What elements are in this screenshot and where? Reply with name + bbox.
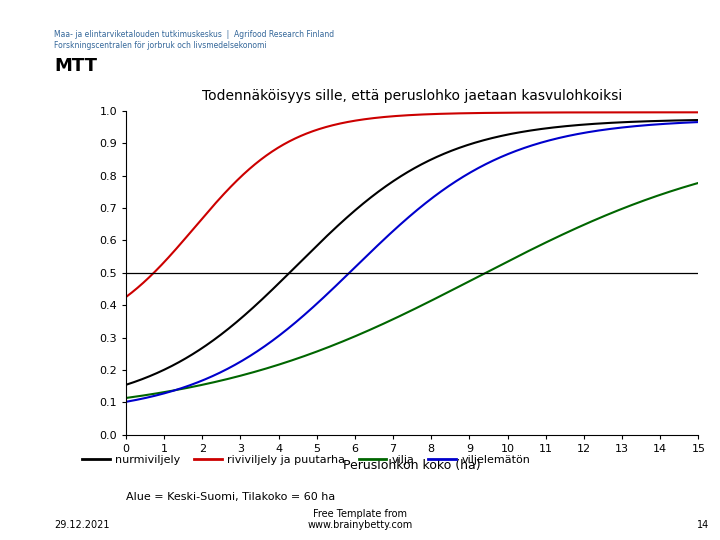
viljelemätön <box>515 146 523 153</box>
viljelemätön <box>568 132 577 138</box>
Text: Free Template from
www.brainybetty.com: Free Template from www.brainybetty.com <box>307 509 413 530</box>
Line: nurmiviljely: nurmiviljely <box>126 120 698 385</box>
Text: www.mtt.fi: www.mtt.fi <box>15 279 24 348</box>
riviviljely ja puutarha <box>515 110 523 116</box>
Legend: nurmiviljely, riviviljely ja puutarha, vilja, viljelemätön: nurmiviljely, riviviljely ja puutarha, v… <box>78 451 535 470</box>
nurmiviljely <box>354 205 362 212</box>
X-axis label: Peruslohkon koko (ha): Peruslohkon koko (ha) <box>343 460 481 472</box>
vilja <box>180 385 189 392</box>
vilja <box>694 180 703 186</box>
Text: Forskningscentralen för jorbruk och livsmedelsekonomi: Forskningscentralen för jorbruk och livs… <box>54 40 266 50</box>
Text: Alue = Keski-Suomi, Tilakoko = 60 ha: Alue = Keski-Suomi, Tilakoko = 60 ha <box>126 492 336 503</box>
Title: Todennäköisyys sille, että peruslohko jaetaan kasvulohkoiksi: Todennäköisyys sille, että peruslohko ja… <box>202 89 622 103</box>
nurmiviljely <box>568 123 577 129</box>
Text: 29.12.2021: 29.12.2021 <box>54 520 109 530</box>
viljelemätön <box>374 242 382 248</box>
riviviljely ja puutarha <box>122 294 130 300</box>
Text: Maa- ja elintarviketalouden tutkimuskeskus  |  Agrifood Research Finland: Maa- ja elintarviketalouden tutkimuskesk… <box>54 30 334 39</box>
vilja <box>122 395 130 401</box>
riviviljely ja puutarha <box>694 109 703 116</box>
nurmiviljely <box>122 382 130 388</box>
riviviljely ja puutarha <box>374 114 382 121</box>
nurmiviljely <box>180 356 189 362</box>
vilja <box>578 222 587 228</box>
Line: riviviljely ja puutarha: riviviljely ja puutarha <box>126 112 698 297</box>
viljelemätön <box>180 384 189 390</box>
riviviljely ja puutarha <box>568 109 577 116</box>
nurmiviljely <box>578 122 587 128</box>
nurmiviljely <box>374 188 382 195</box>
Text: 14: 14 <box>697 520 709 530</box>
viljelemätön <box>694 119 703 125</box>
riviviljely ja puutarha <box>578 109 587 116</box>
vilja <box>354 332 362 339</box>
riviviljely ja puutarha <box>354 117 362 124</box>
nurmiviljely <box>515 129 523 136</box>
vilja <box>568 227 577 233</box>
nurmiviljely <box>694 117 703 123</box>
viljelemätön <box>578 130 587 137</box>
Line: viljelemätön: viljelemätön <box>126 122 698 402</box>
Line: vilja: vilja <box>126 183 698 398</box>
vilja <box>374 323 382 329</box>
viljelemätön <box>122 399 130 405</box>
viljelemätön <box>354 262 362 268</box>
Text: MTT: MTT <box>54 57 97 75</box>
vilja <box>515 253 523 259</box>
riviviljely ja puutarha <box>180 236 189 242</box>
